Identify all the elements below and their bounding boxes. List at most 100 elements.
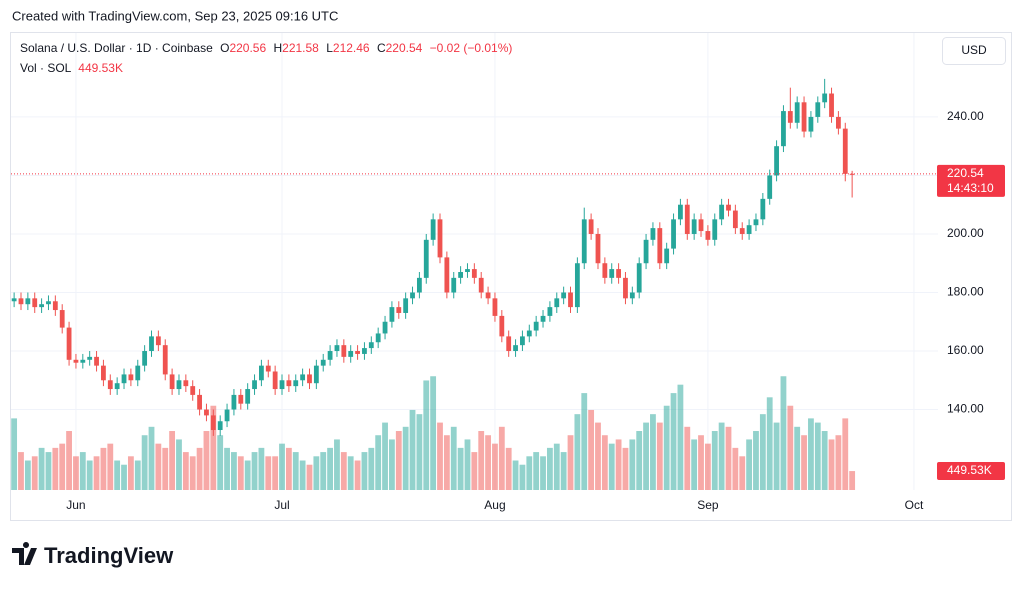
symbol-title: Solana / U.S. Dollar · 1D · Coinbase: [20, 41, 213, 55]
candle-body: [684, 204, 690, 234]
volume-bar: [526, 456, 533, 490]
chart-frame: [10, 32, 1012, 521]
volume-bar: [66, 431, 72, 490]
candle-body: [657, 228, 663, 264]
volume-bar: [498, 426, 505, 490]
volume-bar: [650, 414, 656, 490]
volume-bar: [808, 418, 814, 490]
volume-bar: [382, 422, 388, 490]
volume-bar: [11, 418, 18, 490]
x-tick-label: Oct: [905, 498, 924, 512]
candle-body: [698, 219, 704, 232]
volume-bar: [656, 422, 663, 490]
volume-bar: [443, 435, 450, 490]
legend-high: 221.58: [282, 41, 319, 55]
candle-body: [416, 277, 422, 293]
candle-body: [25, 298, 31, 305]
candle-body: [334, 345, 340, 352]
legend-close: 220.54: [386, 41, 423, 55]
candle-body: [183, 380, 189, 387]
volume-bar: [773, 422, 780, 490]
candle-body: [492, 298, 498, 316]
volume-bar: [677, 384, 684, 490]
candle-body: [650, 228, 656, 240]
volume-bar: [93, 456, 100, 490]
volume-bar: [546, 447, 553, 490]
candle-body: [609, 269, 615, 278]
candle-body: [554, 298, 560, 308]
volume-bar: [100, 447, 107, 490]
volume-bar: [670, 393, 677, 490]
candle-body: [286, 380, 292, 387]
y-tick-label: 160.00: [947, 343, 984, 357]
volume-bar: [622, 447, 629, 490]
currency-button[interactable]: [942, 37, 1006, 65]
candle-body: [849, 173, 855, 175]
volume-bar: [471, 452, 478, 490]
volume-bar: [141, 435, 148, 490]
volume-bar: [478, 431, 485, 490]
volume-bar: [320, 452, 327, 490]
candle-body: [396, 307, 402, 313]
candle-body: [107, 380, 113, 390]
x-tick-label: Sep: [697, 498, 719, 512]
candle-body: [39, 304, 45, 308]
volume-bar: [224, 447, 230, 490]
candle-body: [128, 374, 134, 381]
volume-bar: [540, 456, 546, 490]
candle-body: [32, 298, 38, 308]
volume-bar: [464, 439, 471, 490]
grid: [11, 33, 938, 490]
candle-body: [423, 239, 429, 278]
volume-pane: [11, 376, 856, 490]
candle-body: [162, 345, 168, 375]
candle-body: [815, 102, 821, 117]
candle-body: [513, 345, 518, 352]
volume-bar: [361, 452, 368, 490]
volume-bar: [313, 456, 320, 490]
candle-body: [801, 102, 807, 132]
candle-body: [197, 394, 202, 410]
volume-bar: [389, 439, 395, 490]
volume-bar: [718, 422, 725, 490]
candle-body: [59, 310, 65, 328]
volume-bar: [306, 464, 313, 490]
candle-body: [760, 198, 766, 220]
volume-bar: [86, 460, 93, 490]
currency[interactable]: USD: [961, 43, 987, 57]
legend-letter: C: [377, 41, 386, 55]
candle-body: [389, 307, 395, 322]
volume-bar: [237, 456, 244, 490]
candle-body: [121, 374, 127, 384]
countdown: 14:43:10: [947, 181, 994, 195]
candle-body: [602, 263, 608, 278]
x-tick-label: Jul: [274, 498, 289, 512]
volume-bar: [430, 376, 437, 490]
candle-body: [636, 263, 642, 293]
volume-bar: [52, 447, 59, 490]
candle-body: [382, 321, 388, 334]
volume-bar: [176, 439, 182, 490]
volume-bar: [766, 397, 773, 490]
volume-bar: [155, 443, 162, 490]
volume-bar: [457, 447, 464, 490]
volume-bar: [574, 414, 581, 490]
volume-bar: [629, 439, 636, 490]
volume-bar: [375, 435, 382, 490]
candle-body: [835, 116, 841, 129]
volume-bar: [698, 435, 704, 490]
candle-body: [259, 365, 264, 381]
candle-body: [307, 374, 312, 384]
candle-body: [430, 219, 436, 240]
candle-body: [526, 330, 532, 337]
candle-body: [368, 342, 374, 349]
candle-body: [581, 219, 587, 264]
volume-bar: [182, 452, 189, 490]
candle-body: [787, 111, 793, 123]
volume-bar: [272, 456, 279, 490]
x-tick-label: Jun: [66, 498, 85, 512]
volume-bar: [292, 452, 299, 490]
candle-body: [355, 351, 360, 354]
volume-bar: [753, 431, 759, 490]
